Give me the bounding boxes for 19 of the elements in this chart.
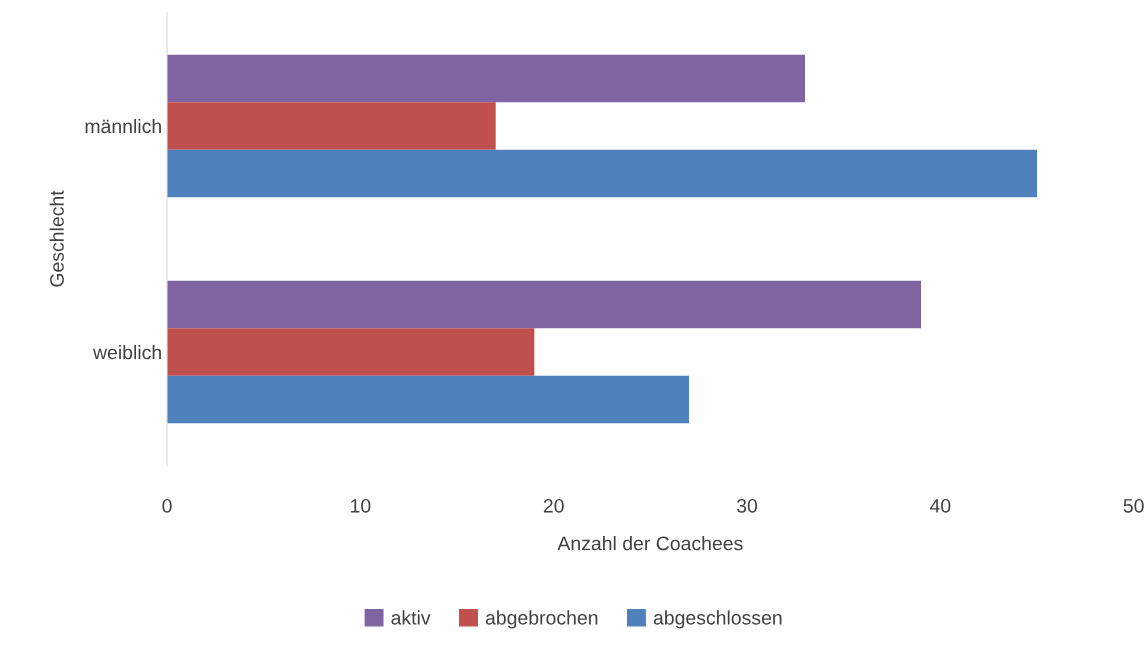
x-axis-title: Anzahl der Coachees — [557, 536, 743, 551]
x-tick-label: 10 — [351, 498, 371, 513]
y-axis-title: Geschlecht — [49, 190, 64, 287]
legend-label: abgeschlossen — [653, 610, 782, 629]
x-tick-label: 50 — [1123, 498, 1144, 513]
bar — [167, 102, 496, 150]
bar — [167, 149, 1037, 198]
bar — [167, 375, 690, 424]
y-tick-label: weiblich — [92, 345, 161, 360]
x-tick-label: 0 — [162, 498, 172, 513]
bar — [167, 280, 921, 329]
legend-label: aktiv — [391, 610, 431, 625]
y-tick-label: männlich — [85, 118, 161, 134]
legend-label: abgebrochen — [485, 610, 598, 629]
x-tick-label: 20 — [543, 498, 564, 513]
x-tick-label: 40 — [929, 498, 951, 513]
bar — [167, 54, 805, 103]
bar — [167, 328, 535, 376]
x-tick-label: 30 — [736, 498, 758, 513]
